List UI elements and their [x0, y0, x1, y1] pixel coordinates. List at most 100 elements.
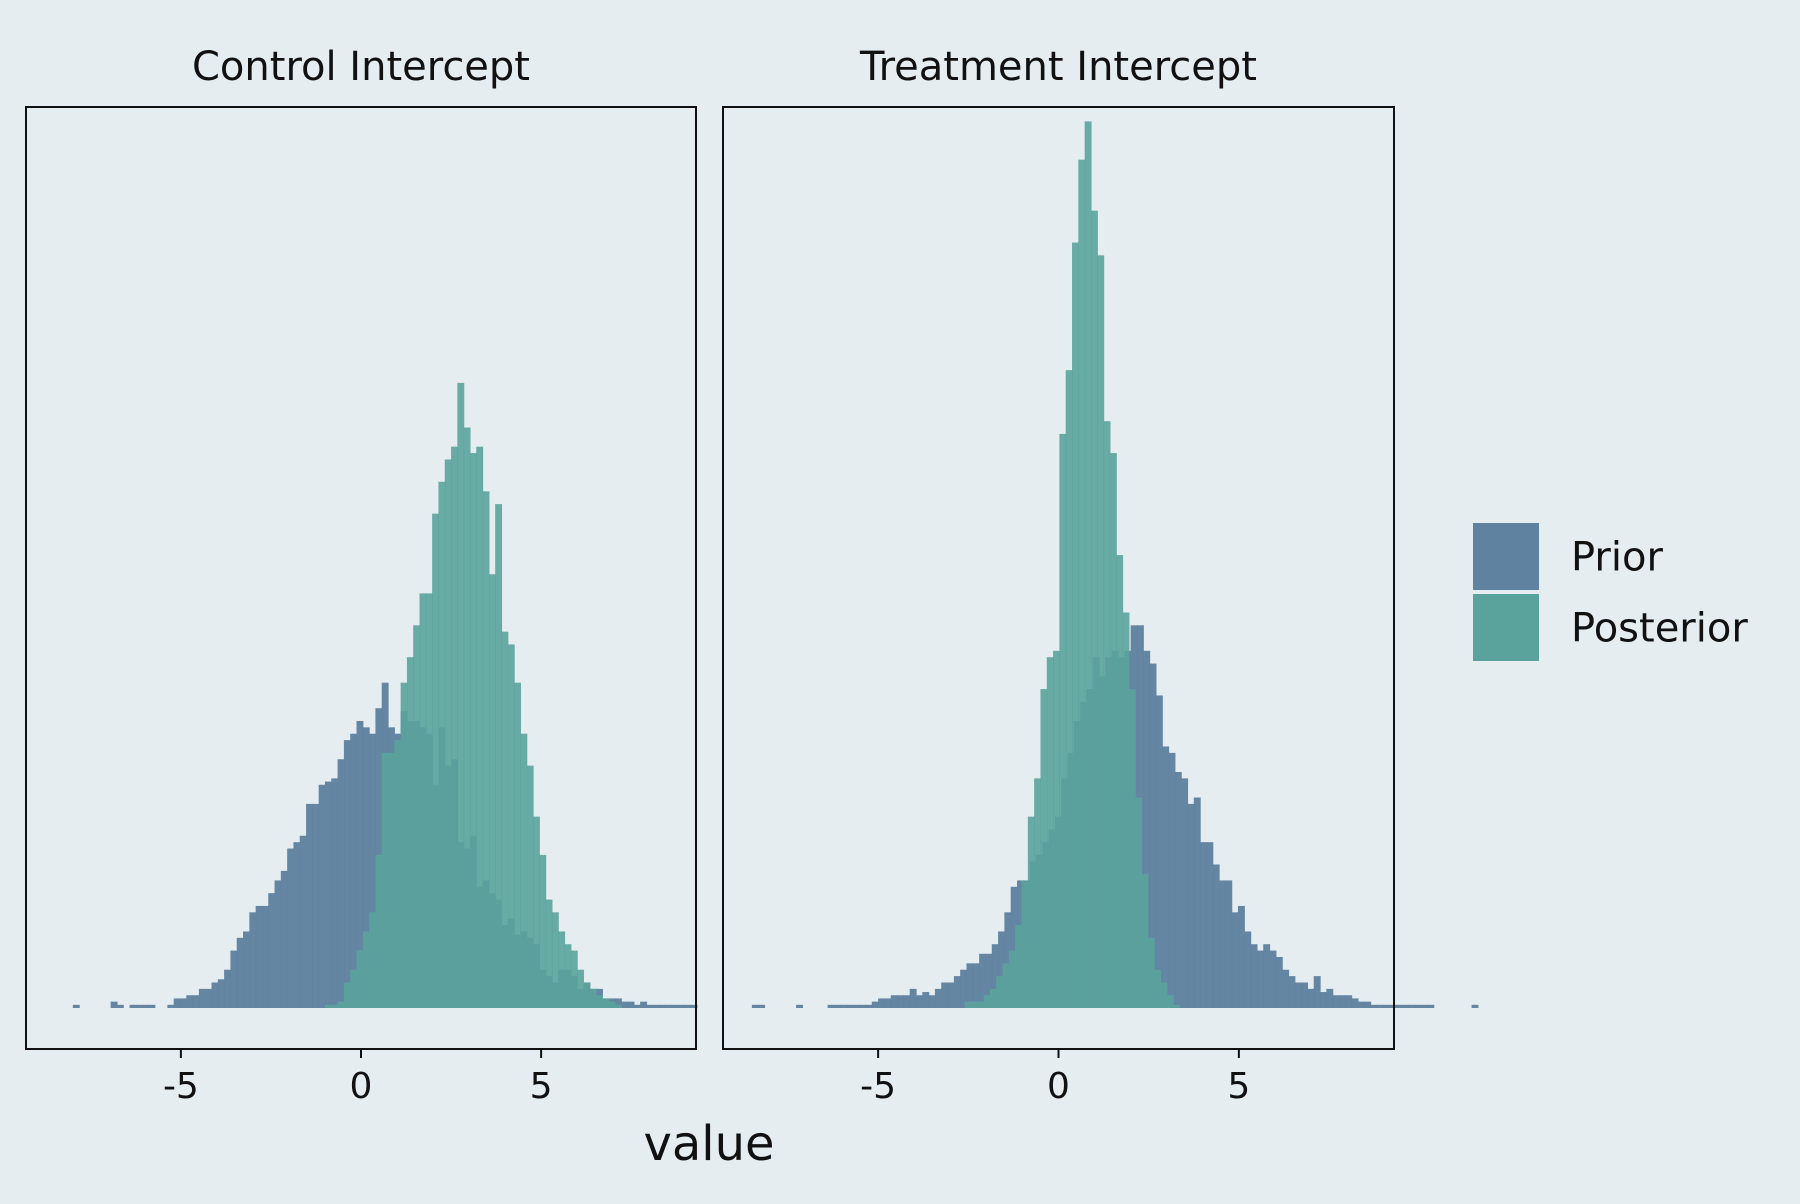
histogram-bar-prior	[1307, 988, 1315, 1008]
histogram-bar-prior	[614, 998, 622, 1008]
x-tick-label: -5	[163, 1066, 199, 1107]
histogram-bar-posterior	[596, 995, 603, 1008]
histogram-bar-prior	[665, 1004, 673, 1008]
histogram-bar-posterior	[444, 459, 452, 1008]
legend-label-posterior: Posterior	[1571, 606, 1748, 652]
histogram-bar-prior	[690, 1004, 698, 1008]
histogram-bar-posterior	[583, 982, 591, 1008]
histogram-bar-posterior	[1059, 433, 1067, 1008]
histogram-bar-prior	[280, 870, 288, 1008]
histogram-bar-prior	[1421, 1004, 1428, 1008]
histogram-bar-prior	[331, 778, 339, 1008]
histogram-bar-prior	[865, 1004, 873, 1008]
histogram-bar-prior	[116, 1004, 124, 1008]
histogram-bar-posterior	[388, 752, 395, 1008]
histogram-bar-prior	[1313, 976, 1321, 1008]
histogram-bar-prior	[1376, 1004, 1384, 1008]
histogram-bar-posterior	[507, 644, 515, 1008]
histogram-bar-posterior	[1128, 689, 1136, 1008]
histogram-bar-prior	[217, 979, 225, 1008]
histogram-bar-posterior	[438, 481, 446, 1008]
histogram-bar-prior	[369, 733, 376, 1008]
histogram-bar-posterior	[375, 854, 383, 1008]
histogram-bar-prior	[1237, 905, 1245, 1008]
histogram-bar-prior	[110, 1001, 118, 1008]
histogram-bar-posterior	[413, 625, 421, 1008]
histogram-bar-prior	[135, 1004, 143, 1008]
legend: Prior Posterior	[1473, 523, 1748, 661]
histogram-bar-prior	[827, 1004, 835, 1008]
histogram-bar-prior	[350, 733, 358, 1008]
histogram-bar-prior	[1402, 1004, 1410, 1008]
histogram-bar-prior	[1395, 1004, 1403, 1008]
histogram-bar-prior	[211, 982, 219, 1008]
series-posterior	[324, 382, 622, 1009]
histogram-bar-posterior	[520, 733, 528, 1008]
histogram-bar-posterior	[451, 446, 458, 1008]
histogram-bar-posterior	[1160, 982, 1168, 1008]
histogram-bar-prior	[1168, 752, 1176, 1008]
x-tick-label: -5	[860, 1066, 896, 1107]
histogram-bar-posterior	[432, 513, 440, 1008]
histogram-bar-prior	[1345, 995, 1353, 1008]
histogram-bar-posterior	[324, 1004, 332, 1008]
histogram-bar-prior	[991, 944, 999, 1008]
histogram-bar-prior	[1357, 1001, 1365, 1008]
histogram-bar-prior	[205, 988, 213, 1008]
histogram-bar-posterior	[1173, 1004, 1180, 1008]
x-tick-label: 0	[350, 1066, 373, 1107]
histogram-bar-prior	[966, 963, 974, 1008]
histogram-bar-prior	[1225, 880, 1233, 1008]
histogram-bar-prior	[909, 988, 917, 1008]
histogram-bar-prior	[362, 727, 370, 1008]
histogram-bar-prior	[916, 995, 923, 1008]
histogram-bar-prior	[179, 998, 187, 1008]
histogram-bar-posterior	[337, 1001, 345, 1008]
histogram-bar-prior	[255, 905, 263, 1008]
histogram-bar-prior	[833, 1004, 841, 1008]
histogram-bar-posterior	[419, 593, 427, 1008]
facet-panel-1: Control Intercept -5 0 5	[25, 44, 698, 1107]
histogram-bar-prior	[1383, 1004, 1391, 1008]
histogram-bar-prior	[890, 995, 898, 1008]
histogram-bar-prior	[960, 969, 968, 1008]
histogram-bar-posterior	[1166, 995, 1174, 1008]
histogram-bar-prior	[142, 1004, 150, 1008]
histogram-bar-posterior	[463, 427, 471, 1008]
histogram-bar-prior	[356, 720, 364, 1008]
histogram-bar-posterior	[350, 969, 358, 1008]
legend-key-prior	[1473, 523, 1539, 590]
histogram-bar-prior	[1301, 982, 1309, 1008]
histogram-bar-prior	[1219, 880, 1226, 1008]
histogram-bar-prior	[1351, 998, 1359, 1008]
histogram-bar-posterior	[1097, 255, 1105, 1008]
facet-title: Treatment Intercept	[859, 44, 1257, 90]
histogram-bar-prior	[1155, 695, 1163, 1008]
histogram-bar-prior	[1250, 944, 1258, 1008]
histogram-bar-prior	[1332, 995, 1340, 1008]
x-tick-label: 5	[1227, 1066, 1250, 1107]
histogram-bar-prior	[129, 1004, 137, 1008]
histogram-bar-prior	[1200, 842, 1208, 1008]
histogram-bar-prior	[261, 905, 269, 1008]
histogram-bar-prior	[947, 982, 955, 1008]
histogram-bar-prior	[1320, 992, 1327, 1008]
histogram-bar-posterior	[482, 491, 490, 1009]
histogram-bar-posterior	[1116, 555, 1124, 1008]
histogram-bar-prior	[249, 912, 257, 1008]
histogram-bar-prior	[236, 937, 244, 1008]
histogram-bar-prior	[922, 992, 930, 1008]
histogram-bar-prior	[1162, 746, 1170, 1008]
histogram-bar-prior	[224, 969, 232, 1008]
histogram-bar-prior	[1338, 995, 1346, 1008]
histogram-bar-prior	[1408, 1004, 1416, 1008]
histogram-bar-posterior	[1154, 969, 1162, 1008]
histogram-bar-prior	[306, 803, 313, 1008]
histogram-bar-prior	[633, 1004, 641, 1008]
histogram-bar-prior	[1187, 803, 1195, 1008]
histogram-bar-prior	[1004, 912, 1012, 1008]
histogram-bar-prior	[627, 1001, 635, 1008]
histogram-bar-prior	[934, 988, 942, 1008]
histogram-bar-prior	[186, 995, 194, 1008]
